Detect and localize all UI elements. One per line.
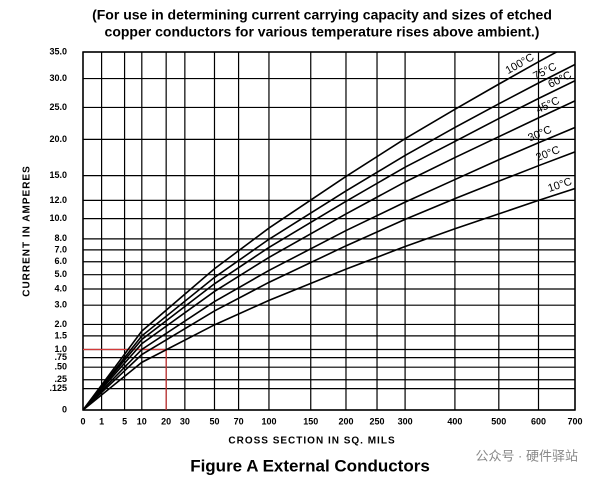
- curve: [83, 187, 575, 410]
- curve: [83, 63, 575, 410]
- y-tick-label: 1.0: [54, 344, 67, 354]
- y-tick-label: 1.5: [54, 330, 67, 340]
- x-tick-label: 30: [180, 416, 190, 426]
- x-tick-label: 100: [261, 416, 276, 426]
- y-tick-label: 12.0: [49, 195, 67, 205]
- x-tick-label: 50: [209, 416, 219, 426]
- x-tick-label: 70: [234, 416, 244, 426]
- y-tick-label: 0: [62, 404, 67, 414]
- y-tick-label: .25: [54, 374, 67, 384]
- subtitle: copper conductors for various temperatur…: [105, 24, 540, 40]
- chart-title: Figure A External Conductors: [190, 456, 430, 475]
- curve: [83, 126, 575, 410]
- y-tick-label: 6.0: [54, 256, 67, 266]
- x-tick-label: 700: [567, 416, 582, 426]
- x-tick-label: 250: [370, 416, 385, 426]
- y-tick-label: .75: [54, 352, 67, 362]
- x-tick-label: 20: [161, 416, 171, 426]
- x-tick-label: 500: [491, 416, 506, 426]
- curve: [83, 151, 575, 410]
- y-tick-label: 8.0: [54, 233, 67, 243]
- y-tick-label: .125: [49, 383, 67, 393]
- y-tick-label: 2.0: [54, 319, 67, 329]
- y-tick-label: 35.0: [49, 46, 67, 56]
- curve: [83, 100, 575, 410]
- curve-label: 10°C: [546, 176, 573, 195]
- subtitle: (For use in determining current carrying…: [92, 7, 552, 23]
- y-tick-label: 20.0: [49, 134, 67, 144]
- x-tick-label: 200: [338, 416, 353, 426]
- y-axis-label: CURRENT IN AMPERES: [22, 165, 33, 297]
- x-tick-label: 300: [398, 416, 413, 426]
- curve: [83, 80, 575, 410]
- y-tick-label: 5.0: [54, 269, 67, 279]
- y-tick-label: 10.0: [49, 213, 67, 223]
- x-tick-label: 600: [531, 416, 546, 426]
- plot-frame: [82, 51, 576, 411]
- x-tick-label: 10: [137, 416, 147, 426]
- curve: [83, 52, 559, 410]
- y-tick-label: 7.0: [54, 244, 67, 254]
- y-tick-label: 15.0: [49, 170, 67, 180]
- watermark: 公众号 · 硬件驿站: [475, 448, 578, 463]
- x-axis-label: CROSS SECTION IN SQ. MILS: [228, 436, 395, 447]
- curves: [83, 52, 575, 410]
- x-tick-label: 150: [303, 416, 318, 426]
- y-tick-label: 25.0: [49, 102, 67, 112]
- y-tick-label: 4.0: [54, 283, 67, 293]
- x-tick-label: 1: [99, 416, 104, 426]
- x-tick-label: 0: [80, 416, 85, 426]
- x-tick-label: 400: [447, 416, 462, 426]
- y-tick-label: 30.0: [49, 73, 67, 83]
- x-tick-label: 5: [122, 416, 127, 426]
- y-tick-label: .50: [54, 362, 67, 372]
- y-tick-label: 3.0: [54, 300, 67, 310]
- curve-label: 30°C: [526, 124, 553, 145]
